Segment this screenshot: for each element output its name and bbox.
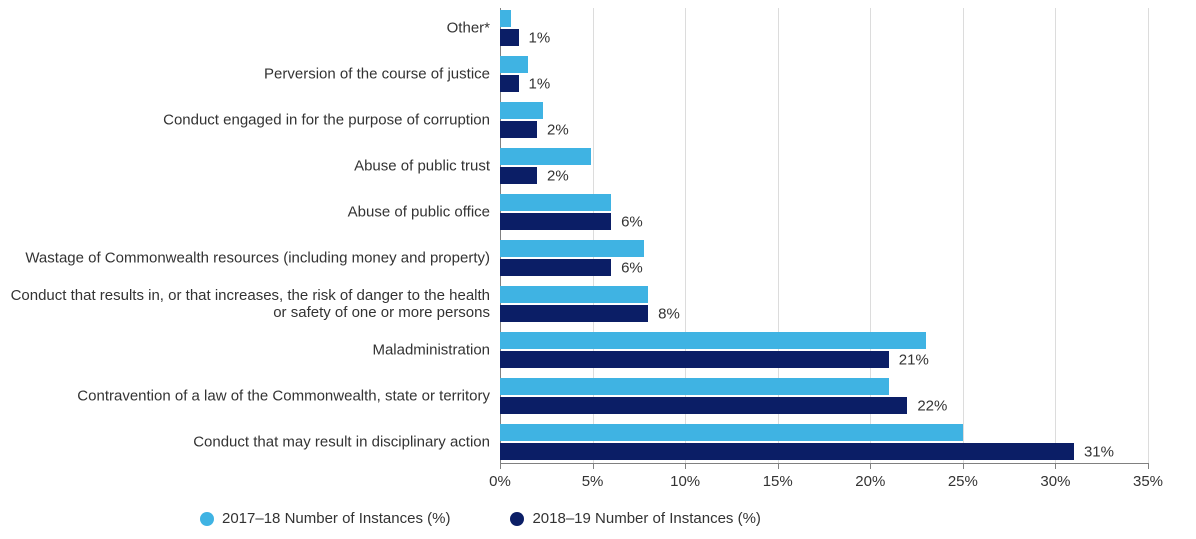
category-label: Other* [0, 19, 500, 36]
category-label: Perversion of the course of justice [0, 65, 500, 82]
gridline [963, 8, 964, 463]
x-axis-tick-label: 20% [855, 473, 885, 490]
legend-swatch [510, 512, 524, 526]
bar-series-2 [500, 443, 1074, 460]
bar-series-1 [500, 424, 963, 441]
category-label: Contravention of a law of the Commonweal… [0, 387, 500, 404]
value-label: 1% [529, 75, 551, 92]
value-label: 21% [899, 351, 929, 368]
bar-series-2 [500, 29, 519, 46]
x-axis-tick-label: 35% [1133, 473, 1163, 490]
value-label: 6% [621, 213, 643, 230]
bar-series-1 [500, 194, 611, 211]
category-label: Maladministration [0, 341, 500, 358]
legend-label: 2017–18 Number of Instances (%) [222, 510, 450, 527]
bar-series-2 [500, 259, 611, 276]
xtick-mark [1148, 463, 1149, 469]
plot-area: 0%5%10%15%20%25%30%35%Other*1%Perversion… [500, 8, 1148, 463]
legend-item: 2017–18 Number of Instances (%) [200, 510, 450, 527]
bar-series-1 [500, 10, 511, 27]
bar-series-1 [500, 332, 926, 349]
bar-series-2 [500, 213, 611, 230]
legend-item: 2018–19 Number of Instances (%) [510, 510, 760, 527]
value-label: 6% [621, 259, 643, 276]
value-label: 8% [658, 305, 680, 322]
category-label: Conduct engaged in for the purpose of co… [0, 111, 500, 128]
x-axis-tick-label: 0% [489, 473, 511, 490]
bar-series-1 [500, 102, 543, 119]
x-axis-line [500, 463, 1148, 464]
bar-series-2 [500, 351, 889, 368]
legend: 2017–18 Number of Instances (%) 2018–19 N… [200, 510, 761, 527]
bar-series-2 [500, 121, 537, 138]
bar-series-1 [500, 148, 591, 165]
category-label: Conduct that results in, or that increas… [0, 287, 500, 322]
x-axis-tick-label: 15% [763, 473, 793, 490]
x-axis-tick-label: 10% [670, 473, 700, 490]
category-label: Wastage of Commonwealth resources (inclu… [0, 249, 500, 266]
x-axis-tick-label: 5% [582, 473, 604, 490]
grouped-horizontal-bar-chart: 0% 5% 10% 15% 20% 25% 30% 35% Other* 1% Perversion… [0, 0, 1196, 539]
bar-series-2 [500, 305, 648, 322]
category-label: Abuse of public trust [0, 157, 500, 174]
bar-series-1 [500, 240, 644, 257]
gridline [1055, 8, 1056, 463]
bar-series-1 [500, 378, 889, 395]
gridline [1148, 8, 1149, 463]
x-axis-tick-label: 25% [948, 473, 978, 490]
value-label: 1% [529, 29, 551, 46]
value-label: 22% [917, 397, 947, 414]
x-axis-tick-label: 30% [1040, 473, 1070, 490]
bar-series-2 [500, 75, 519, 92]
category-label: Abuse of public office [0, 203, 500, 220]
legend-swatch [200, 512, 214, 526]
value-label: 31% [1084, 443, 1114, 460]
bar-series-1 [500, 286, 648, 303]
category-label: Conduct that may result in disciplinary … [0, 433, 500, 450]
bar-series-2 [500, 167, 537, 184]
value-label: 2% [547, 121, 569, 138]
bar-series-1 [500, 56, 528, 73]
value-label: 2% [547, 167, 569, 184]
bar-series-2 [500, 397, 907, 414]
legend-label: 2018–19 Number of Instances (%) [532, 510, 760, 527]
